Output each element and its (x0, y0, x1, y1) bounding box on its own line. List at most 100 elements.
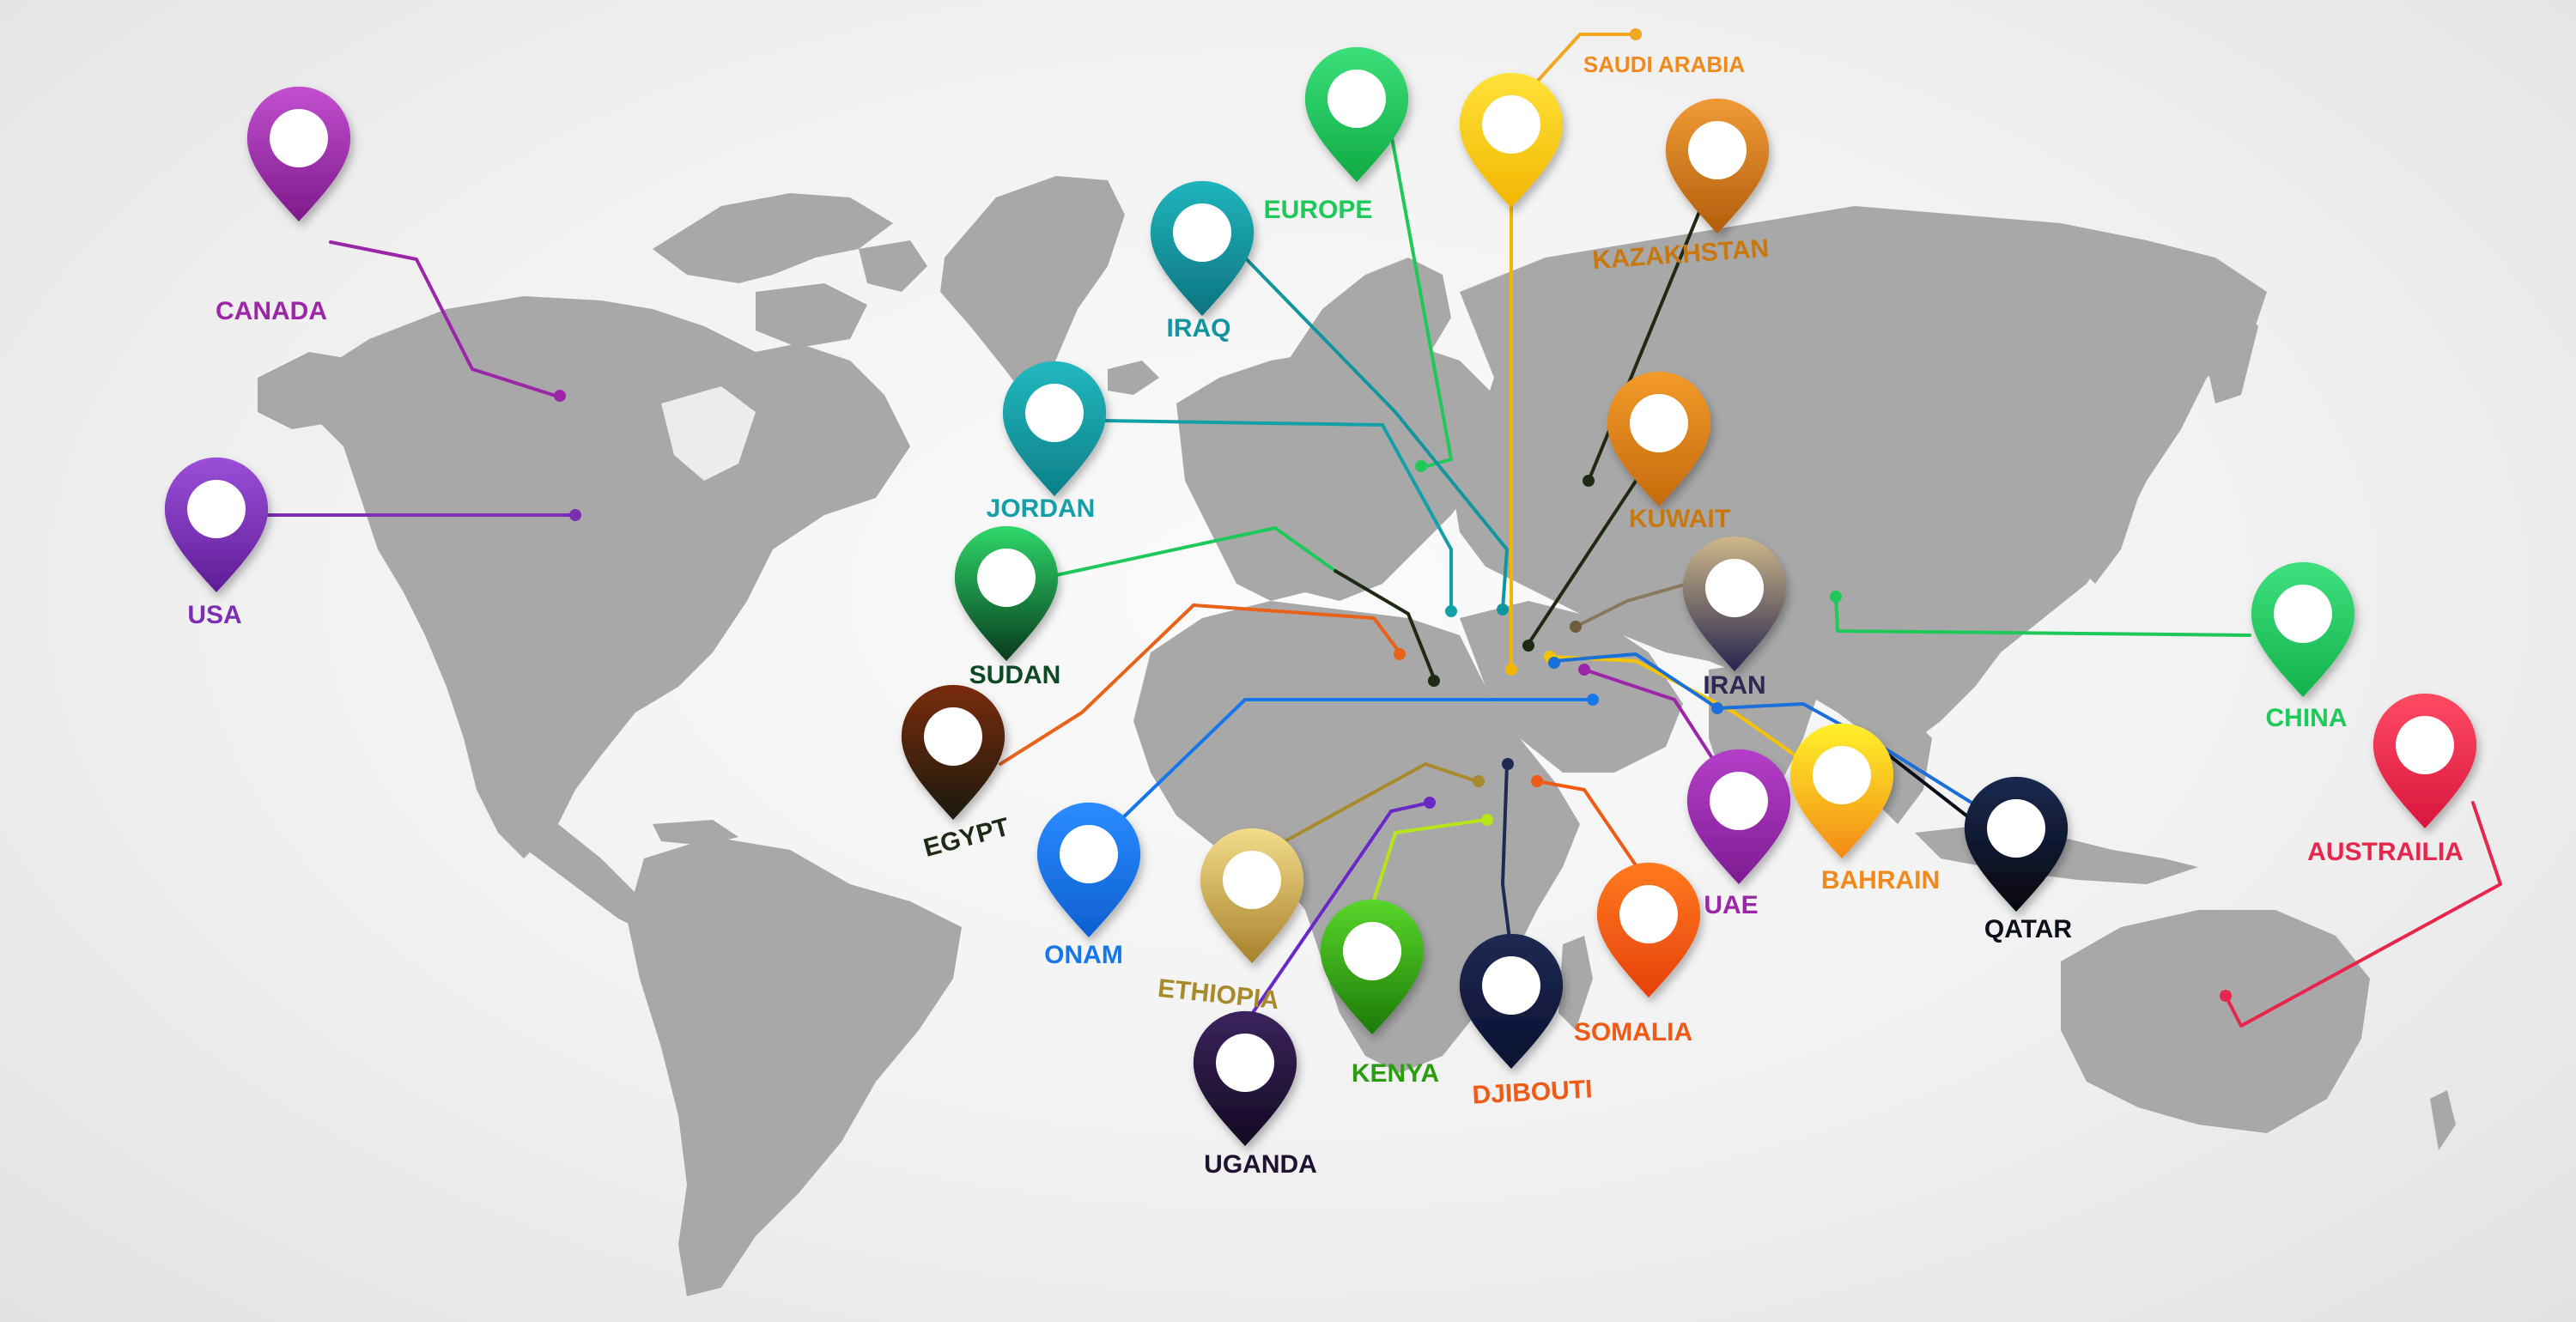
djibouti-connector (1501, 762, 1513, 955)
saudi-arabia-endpoint (1630, 28, 1642, 40)
usa-pin-hole (187, 480, 246, 538)
china-pin-hole (2274, 585, 2332, 643)
egypt-pin-hole (924, 707, 982, 766)
kenya-endpoint (1481, 814, 1493, 826)
onam-connector (1115, 698, 1595, 826)
bahrain-pin[interactable] (1789, 723, 1894, 858)
sudan-pin-hole (977, 549, 1036, 607)
jordan-label: JORDAN (987, 494, 1096, 523)
uae-pin-hole (1710, 772, 1768, 830)
endpoint-layer (554, 28, 2232, 1002)
ethiopia-endpoint (1473, 775, 1485, 787)
kenya-connector (1364, 818, 1487, 929)
europe-pin[interactable] (1304, 46, 1409, 182)
uae-endpoint (1578, 664, 1590, 676)
somalia-connector (1535, 779, 1650, 886)
new-zealand-shape (2430, 1090, 2456, 1150)
kenya-pin[interactable] (1320, 899, 1425, 1034)
arctic-islands-shape (859, 240, 927, 292)
iran-label: IRAN (1703, 671, 1765, 700)
china-connector (1834, 595, 2251, 637)
europe-pin-hole (1327, 70, 1386, 128)
somalia-label: SOMALIA (1574, 1018, 1692, 1046)
hudson-bay-shape (661, 386, 756, 481)
uae-connector (1583, 668, 1723, 774)
label-layer: CANADA USA EUROPE SAUDI ARABIA IRAQ KAZA… (187, 52, 2464, 1179)
north-america-shape (309, 296, 910, 858)
iran-connector (1574, 582, 1689, 628)
kuwait-pin[interactable] (1607, 371, 1711, 506)
canada-pin[interactable] (246, 86, 351, 221)
europe-shape (1176, 343, 1511, 601)
iraq-endpoint (1497, 603, 1509, 616)
sudan-endpoint (1428, 675, 1440, 687)
uganda-endpoint (1424, 797, 1436, 809)
somalia-endpoint (1531, 775, 1543, 787)
egypt-label: EGYPT (920, 813, 1012, 863)
jordan-endpoint (1445, 605, 1457, 617)
jordan-pin-hole (1025, 384, 1084, 442)
madagascar-shape (1558, 936, 1593, 1030)
australia-pin-hole (2396, 716, 2454, 774)
qatar-pin-hole (1987, 799, 2045, 858)
qatar-pin[interactable] (1964, 776, 2069, 912)
usa-label: USA (187, 601, 241, 629)
egypt-pin[interactable] (901, 684, 1005, 820)
qatar-connector (1552, 652, 1994, 817)
kuwait-pin-hole (1630, 394, 1688, 452)
usa-endpoint (569, 509, 581, 521)
onam-pin-hole (1060, 825, 1118, 883)
kenya-pin-hole (1343, 922, 1401, 980)
iraq-connector (1235, 247, 1509, 611)
australia-pin[interactable] (2372, 693, 2477, 828)
asia-shape (1451, 206, 2267, 747)
kamchatka-shape (2198, 300, 2258, 403)
egypt-connector (999, 603, 1401, 766)
somalia-pin[interactable] (1596, 862, 1701, 998)
sudan-drop (1334, 569, 1436, 680)
uae-pin[interactable] (1686, 749, 1791, 884)
onam-endpoint (1587, 694, 1599, 706)
europe-connector (1389, 131, 1453, 470)
australia-endpoint (2220, 990, 2232, 1002)
kenya-label: KENYA (1352, 1059, 1439, 1088)
alaska-shape (258, 352, 378, 429)
kazakhstan-pin[interactable] (1665, 98, 1770, 233)
saudi-arabia-pin-hole (1482, 95, 1540, 154)
uganda-pin[interactable] (1193, 1010, 1297, 1146)
sudan-connector (1054, 526, 1337, 577)
ethiopia-connector (1252, 762, 1479, 860)
saudi-arabia-drop-endpoint (1505, 664, 1517, 676)
qatar-endpoint (1548, 657, 1560, 669)
ethiopia-pin[interactable] (1200, 828, 1304, 963)
djibouti-endpoint (1502, 758, 1514, 770)
europe-label: EUROPE (1264, 196, 1373, 224)
saudi-arabia-pin[interactable] (1459, 72, 1564, 208)
djibouti-pin[interactable] (1459, 933, 1564, 1069)
uk-shape (1185, 421, 1224, 506)
china-label: CHINA (2266, 704, 2348, 732)
onam-label: ONAM (1044, 941, 1123, 969)
qatar-connector-dark (1887, 754, 1968, 817)
kazakhstan-endpoint (1583, 475, 1595, 487)
pin-layer[interactable] (164, 46, 2477, 1146)
australia-connector (2224, 801, 2502, 1028)
jordan-pin[interactable] (1002, 361, 1107, 496)
somalia-pin-hole (1619, 885, 1678, 943)
iraq-pin-hole (1173, 203, 1231, 262)
canada-label: CANADA (216, 297, 327, 325)
kuwait-label: KUWAIT (1629, 505, 1730, 533)
onam-pin[interactable] (1036, 802, 1141, 937)
sudan-pin[interactable] (954, 525, 1059, 661)
usa-pin[interactable] (164, 457, 269, 592)
iraq-pin[interactable] (1150, 180, 1255, 316)
kuwait-endpoint (1522, 640, 1534, 652)
bahrain-label: BAHRAIN (1821, 866, 1940, 894)
china-pin[interactable] (2251, 561, 2355, 697)
kuwait-connector (1527, 453, 1655, 646)
scandinavia-shape (1288, 258, 1451, 403)
ethiopia-pin-hole (1223, 851, 1281, 909)
iran-pin[interactable] (1682, 536, 1787, 671)
japan-shape (2078, 464, 2138, 584)
saudi-arabia-connector (1535, 33, 1637, 83)
